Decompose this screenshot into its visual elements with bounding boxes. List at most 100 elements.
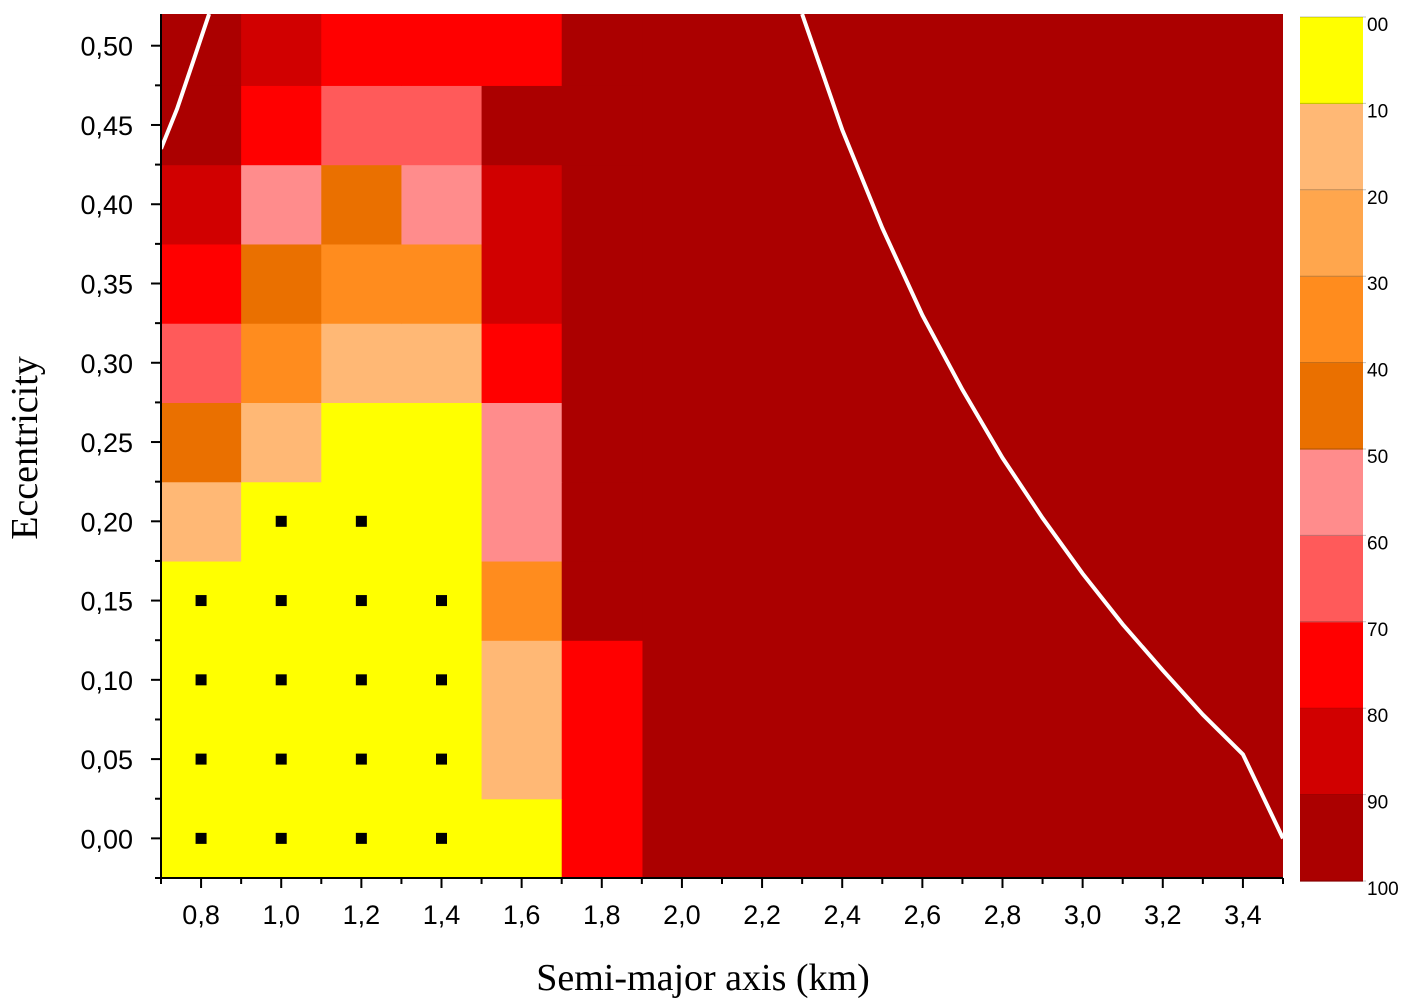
data-marker [195, 674, 207, 686]
heatmap-cell [161, 481, 242, 562]
heatmap-cell [561, 640, 643, 721]
colorbar-segment [1300, 794, 1363, 882]
data-marker [355, 832, 367, 844]
colorbar-segment [1300, 708, 1363, 796]
heatmap-cell [401, 14, 483, 86]
heatmap-cell [401, 481, 483, 562]
heatmap-cell [481, 560, 563, 641]
heatmap-cell [321, 14, 403, 86]
data-marker [195, 753, 207, 765]
y-tick-label: 0,00 [80, 824, 133, 854]
colorbar-label: 00 [1367, 15, 1388, 36]
y-tick-label: 0,25 [80, 428, 133, 458]
x-tick-label: 1,6 [503, 900, 541, 930]
y-tick-label: 0,05 [80, 745, 133, 775]
heatmap-cell [481, 719, 563, 800]
colorbar-segment [1300, 189, 1363, 277]
heatmap-cell [561, 14, 643, 86]
heatmap-cell [321, 323, 403, 404]
colorbar-segment [1300, 535, 1363, 623]
data-marker [275, 595, 287, 607]
heatmap-cell [481, 323, 563, 404]
colorbar-label: 50 [1367, 447, 1388, 468]
data-marker [436, 674, 447, 686]
heatmap-cell [561, 243, 643, 324]
data-marker [275, 832, 287, 844]
colorbar-segment [1300, 17, 1363, 104]
heatmap-cell [401, 402, 483, 483]
data-marker [355, 674, 367, 686]
heatmap-cell [481, 164, 563, 245]
colorbar-label: 80 [1367, 706, 1388, 727]
heatmap-cell [481, 402, 563, 483]
y-axis-title: Eccentricity [4, 356, 46, 540]
y-tick-label: 0,10 [80, 666, 133, 696]
colorbar-label: 70 [1367, 620, 1388, 641]
heatmap-cell [321, 243, 403, 324]
heatmap-cell [561, 323, 643, 404]
heatmap-cell [401, 243, 483, 324]
heatmap-cell [241, 402, 322, 483]
y-tick-label: 0,50 [80, 32, 133, 62]
y-tick-label: 0,30 [80, 349, 133, 379]
heatmap-cell [481, 85, 563, 166]
x-tick-label: 3,2 [1144, 900, 1182, 930]
boundary-curve [161, 14, 211, 150]
data-marker [275, 753, 287, 765]
heatmap-cell [161, 164, 242, 245]
heatmap-cell [481, 798, 563, 879]
boundary-curves [161, 14, 1283, 840]
colorbar-label: 100 [1367, 879, 1399, 900]
heatmap-cell [241, 164, 322, 245]
x-axis-ticks: 0,8 1,0 1,2 1,4 1,6 1,8 2,0 2,2 2,4 2,6 2,8 3,0 3,2 3… [160, 878, 1284, 930]
data-marker [436, 753, 447, 765]
x-tick-label: 2,0 [663, 900, 701, 930]
colorbar-label: 90 [1367, 793, 1388, 814]
heatmap-cell [561, 402, 643, 483]
heatmap-cell [161, 14, 242, 86]
heatmap-cell [561, 719, 643, 800]
data-marker [355, 515, 367, 527]
heatmap-cell [561, 164, 643, 245]
data-marker [195, 595, 207, 607]
heatmap-cell [161, 323, 242, 404]
heatmap-cell [481, 243, 563, 324]
heatmap-cell [161, 243, 242, 324]
y-tick-label: 0,35 [80, 270, 133, 300]
data-marker [275, 674, 287, 686]
x-tick-label: 1,8 [583, 900, 621, 930]
y-axis-ticks: 0,00 0,05 0,10 0,15 0,20 0,25 0,30 0,35 0,40 0,45… [80, 32, 161, 879]
x-tick-label: 2,8 [984, 900, 1022, 930]
data-marker [275, 515, 287, 527]
colorbar-segment [1300, 276, 1363, 364]
colorbar-label: 10 [1367, 101, 1388, 122]
colorbar-segment [1300, 103, 1363, 191]
x-tick-label: 2,6 [904, 900, 942, 930]
colorbar-label: 20 [1367, 188, 1388, 209]
x-tick-label: 1,2 [343, 900, 381, 930]
heatmap-cell [561, 798, 643, 879]
x-tick-label: 1,4 [423, 900, 461, 930]
heatmap-cell [561, 560, 643, 641]
heatmap-cell [321, 85, 403, 166]
data-markers [195, 515, 447, 844]
x-tick-label: 3,0 [1064, 900, 1102, 930]
heatmap-cell [561, 481, 643, 562]
data-marker [436, 832, 447, 844]
data-marker [436, 595, 447, 607]
y-tick-label: 0,15 [80, 587, 133, 617]
heatmap-cell [481, 481, 563, 562]
data-marker [355, 753, 367, 765]
heatmap-cell [321, 402, 403, 483]
x-tick-label: 0,8 [182, 900, 220, 930]
heatmap-cell [241, 14, 322, 86]
heatmap-cell [481, 640, 563, 721]
data-marker [195, 832, 207, 844]
colorbar-segment [1300, 449, 1363, 536]
data-marker [355, 595, 367, 607]
heatmap-cell [401, 85, 483, 166]
heatmap-cell [401, 164, 483, 245]
y-tick-label: 0,45 [80, 111, 133, 141]
heatmap-cells [161, 14, 643, 879]
